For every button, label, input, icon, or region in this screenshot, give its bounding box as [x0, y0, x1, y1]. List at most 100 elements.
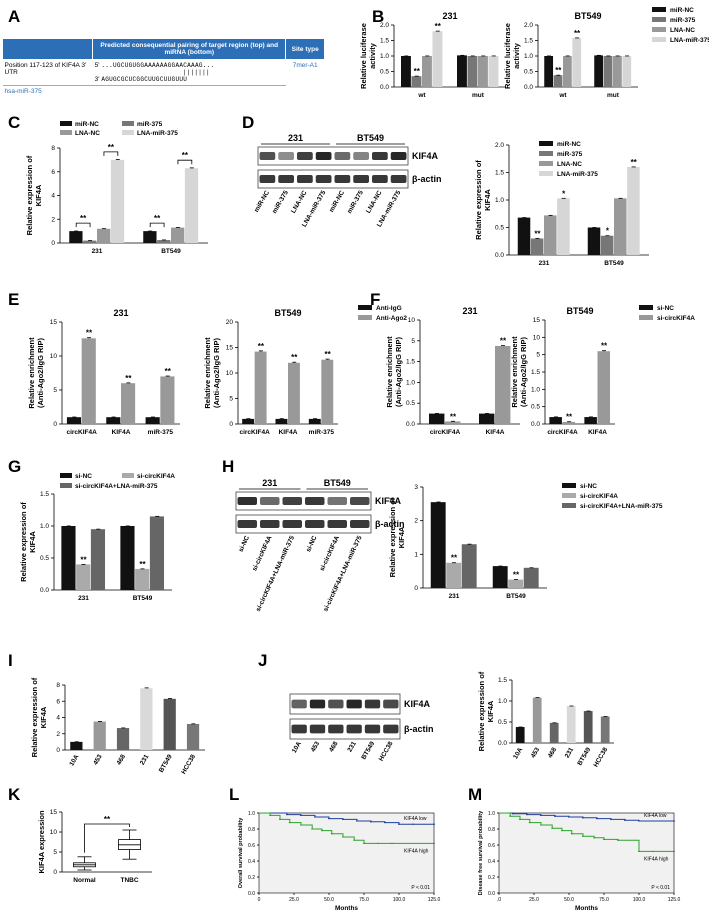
blot-band	[334, 175, 351, 183]
panel-label-b: B	[372, 7, 384, 26]
bar	[430, 502, 446, 588]
x-category-label: 231	[139, 753, 151, 766]
bar	[467, 56, 478, 87]
y-tick-label: 2	[56, 731, 60, 738]
y-tick-label: 0	[414, 585, 418, 592]
bar	[321, 359, 334, 424]
p-value: P < 0.01	[651, 885, 670, 891]
blot-lane-label: si-circKIF4A	[319, 535, 342, 573]
bar	[308, 418, 321, 424]
blot-band	[259, 152, 276, 160]
y-tick-label: 10	[50, 829, 58, 836]
bar	[446, 562, 462, 588]
significance-mark: **	[80, 214, 87, 223]
y-tick-label: 2	[414, 518, 418, 525]
legend-swatch	[652, 17, 666, 22]
blot-band	[350, 520, 370, 528]
blot-band	[282, 520, 302, 528]
blot-membrane	[257, 146, 409, 166]
bar	[61, 526, 76, 590]
blot-band	[353, 152, 369, 160]
panel-label-f: F	[370, 290, 380, 309]
y-tick-label: 20	[226, 319, 234, 326]
legend-swatch	[539, 161, 553, 166]
western-blot-j: KIF4A β-actin 10A 453 468 231 BT549 HCC38	[289, 693, 434, 762]
blot-lane-label: miR-NC	[253, 189, 271, 213]
blot-lane-label: miR-375	[271, 189, 290, 215]
panel-label-e: E	[8, 290, 19, 309]
y-axis-label: Relative luciferaseactivity	[503, 23, 521, 89]
significance-mark: **	[555, 66, 562, 75]
legend-entry: si-circKIF4A	[137, 473, 175, 480]
legend-entry: miR-375	[557, 151, 583, 158]
legend-entry: miR-375	[137, 121, 163, 128]
y-tick-label: 1.0	[380, 53, 389, 60]
bar	[432, 31, 443, 87]
significance-mark: **	[182, 151, 189, 160]
y-tick-label: 10	[533, 334, 541, 341]
bar	[97, 228, 111, 243]
bar	[66, 417, 82, 424]
y-tick-label: 3	[414, 484, 418, 491]
blot-membrane	[257, 169, 409, 189]
legend-g: si-NC si-circKIF4A si-circKIF4A+LNA-miR-37…	[60, 473, 175, 490]
y-tick-label: 1.0	[524, 53, 533, 60]
bar	[594, 55, 604, 87]
chart-k: 0 5 10 15 KIF4A expression Normal TNBC **	[37, 809, 152, 884]
blot-lane-label: si-circKIF4A	[251, 535, 274, 573]
y-tick-label: 0.4	[488, 859, 495, 865]
y-tick-label: 1	[414, 551, 418, 558]
bar	[116, 728, 130, 750]
legend-swatch	[358, 315, 372, 320]
x-category-label: BT549	[161, 248, 181, 255]
y-tick-label: 0.5	[524, 69, 533, 76]
bar	[445, 421, 461, 424]
blot-group-label: 231	[262, 478, 277, 488]
x-category-label: 468	[116, 753, 128, 766]
bar	[422, 56, 432, 87]
legend-c: miR-NC miR-375 LNA-NC LNA-miR-375	[60, 121, 178, 137]
legend-swatch	[539, 141, 553, 146]
blot-lane-label: miR-375	[346, 189, 365, 215]
blot-band	[278, 152, 294, 160]
significance-mark: **	[500, 337, 507, 346]
panel-label-k: K	[8, 785, 21, 804]
significance-bracket	[84, 823, 130, 853]
bar	[584, 417, 597, 424]
blot-band	[297, 152, 313, 160]
chart-title: BT549	[574, 11, 601, 21]
blot-band	[372, 175, 388, 183]
x-category-label: 231	[539, 260, 550, 267]
legend-swatch	[60, 483, 72, 488]
blot-lane-label: 453	[310, 740, 322, 753]
legend-entry: si-NC	[75, 473, 92, 480]
y-tick-label: 2.0	[524, 22, 533, 29]
legend-entry: LNA-miR-375	[137, 130, 178, 137]
y-tick-label: 1.5	[380, 38, 389, 45]
x-category-label: mut	[472, 92, 485, 99]
significance-bracket	[75, 222, 91, 228]
y-tick-label: 10	[408, 317, 416, 324]
bar	[120, 526, 135, 590]
bar	[614, 198, 627, 255]
blot-band	[390, 152, 407, 160]
bar	[515, 727, 525, 743]
x-category-label: KIF4A	[486, 429, 505, 436]
chart-m: 0.0 0.2 0.4 0.6 0.8 1.0 .0 25.0 50.0 75.0 100.0 125…	[478, 810, 680, 912]
chart-f1: 0.0 0.5 1.0 1.5 5 10 231 Relative enrichment(An…	[385, 306, 520, 436]
blot-band	[346, 724, 362, 734]
y-tick-label: 1.5	[531, 369, 540, 376]
legend-d: miR-NC miR-375 LNA-NC LNA-miR-375	[539, 141, 598, 178]
significance-mark: **	[108, 143, 115, 152]
y-tick-label: 0.0	[524, 84, 533, 91]
blot-band	[346, 699, 362, 709]
blot-band	[260, 520, 280, 528]
y-tick-label: 5	[411, 338, 415, 345]
x-category-label: BT549	[133, 595, 153, 602]
x-category-label: TNBC	[120, 877, 138, 884]
bar	[90, 529, 106, 590]
x-category-label: 10A	[68, 753, 80, 767]
blot-group-label: 231	[288, 133, 303, 143]
x-tick-label: 25.0	[529, 897, 539, 903]
pairing-table: Predicted consequential pairing of targe…	[1, 38, 325, 97]
